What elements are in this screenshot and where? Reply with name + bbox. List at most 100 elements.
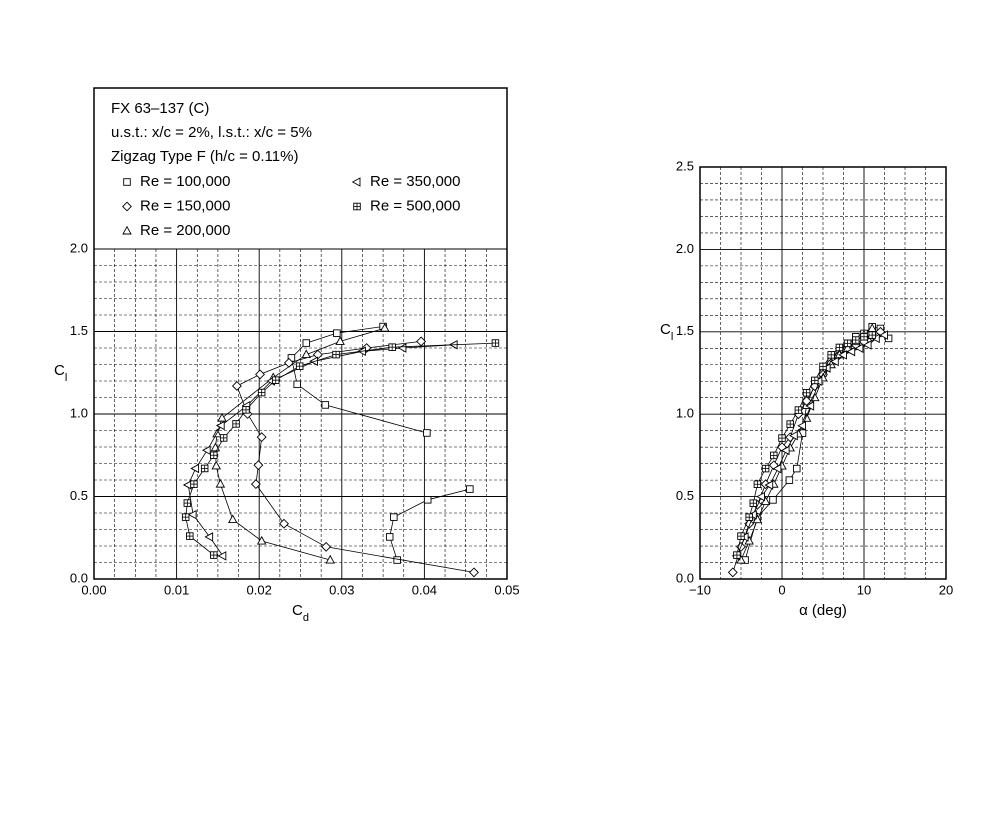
marker-square <box>393 556 401 564</box>
marker-triangle <box>760 496 771 505</box>
y-axis-label: Cl <box>660 321 673 343</box>
series-line <box>185 342 496 556</box>
marker-boxed-plus <box>388 343 396 351</box>
x-tick-label: 0 <box>778 582 785 597</box>
marker-left-triangle <box>187 509 197 520</box>
marker-square <box>423 496 432 504</box>
y-tick-label: 0.5 <box>676 488 694 503</box>
marker-boxed-plus <box>183 499 192 507</box>
marker-boxed-plus <box>843 339 852 348</box>
y-tick-label: 0.0 <box>70 570 88 585</box>
legend-label: Re = 500,000 <box>370 197 461 214</box>
y-tick-label: 1.5 <box>676 323 694 338</box>
marker-diamond <box>777 442 787 453</box>
marker-boxed-plus <box>186 532 194 540</box>
marker-square <box>466 485 474 493</box>
marker-boxed-plus <box>745 513 753 521</box>
marker-boxed-plus <box>353 202 361 211</box>
marker-square <box>123 178 131 186</box>
marker-boxed-plus <box>819 362 827 371</box>
marker-diamond <box>469 567 479 578</box>
x-tick-label: 0.03 <box>329 582 354 597</box>
marker-triangle <box>211 460 222 470</box>
marker-boxed-plus <box>827 351 835 359</box>
marker-diamond <box>253 460 264 471</box>
marker-square <box>321 401 330 409</box>
marker-triangle <box>752 514 763 524</box>
marker-boxed-plus <box>219 434 228 442</box>
marker-boxed-plus <box>794 406 803 414</box>
legend-label: Re = 150,000 <box>140 197 231 214</box>
marker-diamond <box>760 479 771 490</box>
marker-triangle <box>228 514 238 524</box>
marker-left-triangle <box>201 445 211 456</box>
marker-boxed-plus <box>190 480 198 488</box>
y-tick-label: 1.0 <box>70 405 88 420</box>
y-axis-label-main: C <box>54 362 65 379</box>
marker-left-triangle <box>805 401 815 411</box>
legend-title: FX 63–137 (C) <box>111 100 209 117</box>
marker-left-triangle <box>190 463 200 474</box>
marker-left-triangle <box>879 330 888 340</box>
y-tick-label: 2.0 <box>70 240 88 255</box>
marker-left-triangle <box>772 463 782 474</box>
marker-diamond <box>122 201 132 212</box>
marker-left-triangle <box>215 420 225 431</box>
marker-boxed-plus <box>257 388 266 397</box>
marker-boxed-plus <box>332 350 340 359</box>
marker-triangle <box>325 554 335 564</box>
marker-left-triangle <box>862 340 872 350</box>
marker-boxed-plus <box>181 513 190 521</box>
marker-square <box>785 476 794 484</box>
y-tick-label: 0.0 <box>676 570 694 585</box>
y-tick-label: 2.5 <box>676 158 694 173</box>
y-tick-label: 1.5 <box>70 323 88 338</box>
series-line <box>732 331 881 573</box>
marker-left-triangle <box>830 356 839 367</box>
marker-boxed-plus <box>491 339 500 347</box>
marker-left-triangle <box>797 420 806 431</box>
marker-diamond <box>321 541 332 552</box>
marker-boxed-plus <box>761 464 770 473</box>
marker-left-triangle <box>351 177 361 187</box>
marker-boxed-plus <box>835 343 844 352</box>
marker-boxed-plus <box>210 551 218 559</box>
x-axis-label-main: C <box>292 602 303 619</box>
series-line <box>744 326 889 561</box>
x-tick-label: −10 <box>689 582 711 597</box>
y-tick-label: 2.0 <box>676 241 694 256</box>
marker-left-triangle <box>789 430 798 441</box>
marker-boxed-plus <box>811 376 819 385</box>
marker-square <box>793 464 801 473</box>
x-axis-label-sub: d <box>303 612 309 624</box>
series-line <box>214 327 385 561</box>
legend-label: Re = 200,000 <box>140 222 231 239</box>
y-axis-label: Cl <box>54 362 67 384</box>
marker-diamond <box>250 479 261 490</box>
marker-boxed-plus <box>271 376 280 384</box>
marker-triangle <box>379 322 390 332</box>
marker-boxed-plus <box>860 332 868 341</box>
marker-square <box>333 329 341 337</box>
y-axis-label-sub: l <box>671 331 673 343</box>
marker-triangle <box>217 412 227 422</box>
marker-diamond <box>727 567 738 578</box>
marker-boxed-plus <box>802 389 811 397</box>
marker-triangle <box>122 225 132 235</box>
y-tick-label: 0.5 <box>70 488 88 503</box>
legend-label: Re = 100,000 <box>140 173 231 190</box>
marker-left-triangle <box>780 445 790 456</box>
x-tick-label: 10 <box>857 582 871 597</box>
x-tick-label: 0.02 <box>247 582 272 597</box>
marker-boxed-plus <box>200 464 209 473</box>
x-tick-label: 0.05 <box>494 582 519 597</box>
y-axis-label-sub: l <box>65 372 67 384</box>
plot-frame <box>699 166 947 580</box>
marker-boxed-plus <box>753 480 762 488</box>
marker-left-triangle <box>217 551 227 561</box>
marker-boxed-plus <box>868 331 876 339</box>
x-axis-label-main: α (deg) <box>799 602 847 619</box>
marker-boxed-plus <box>210 451 218 460</box>
